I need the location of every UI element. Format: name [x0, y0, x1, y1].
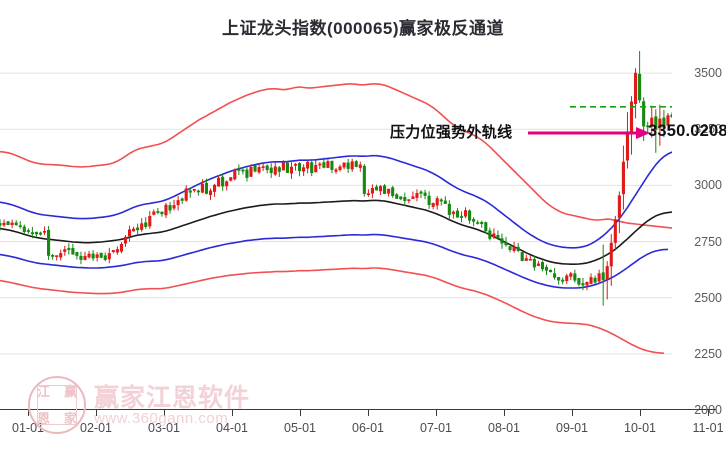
annotation-label: 压力位强势外轨线: [390, 124, 513, 141]
x-tick-mark: [300, 409, 301, 416]
x-tick-label: 09-01: [556, 421, 588, 435]
x-axis-line: [0, 409, 716, 410]
x-tick-mark: [164, 409, 165, 416]
x-tick-label: 08-01: [488, 421, 520, 435]
x-tick-mark: [368, 409, 369, 416]
y-tick-label: 2250: [694, 346, 722, 361]
x-tick-label: 03-01: [148, 421, 180, 435]
x-tick-mark: [96, 409, 97, 416]
x-tick-label: 06-01: [352, 421, 384, 435]
x-tick-mark: [232, 409, 233, 416]
y-axis: 3500 3250 3000 2750 2500 2250 2000: [672, 45, 726, 417]
x-axis: 01-01 02-01 03-01 04-01 05-01 06-01 07-01 08-01…: [0, 409, 726, 450]
y-tick-label: 2750: [694, 234, 722, 249]
y-tick-label: 2500: [694, 290, 722, 305]
channel-bands: [0, 83, 672, 354]
candlestick-series: [0, 51, 672, 306]
annotation-arrow: [528, 127, 650, 139]
page-title: 上证龙头指数(000065)赢家极反通道: [221, 19, 505, 38]
x-tick-mark: [708, 409, 709, 416]
annotation-value: 3350.0208: [648, 122, 726, 140]
x-tick-mark: [640, 409, 641, 416]
x-tick-mark: [572, 409, 573, 416]
plot-area[interactable]: [0, 45, 672, 410]
x-tick-label: 07-01: [420, 421, 452, 435]
x-tick-mark: [28, 409, 29, 416]
x-tick-label: 10-01: [624, 421, 656, 435]
y-tick-label: 3500: [694, 66, 722, 81]
x-tick-label: 05-01: [284, 421, 316, 435]
x-tick-mark: [436, 409, 437, 416]
x-tick-label: 02-01: [80, 421, 112, 435]
x-tick-label: 04-01: [216, 421, 248, 435]
y-tick-label: 3000: [694, 178, 722, 193]
x-tick-mark: [504, 409, 505, 416]
y-tick-label: 3250: [694, 122, 722, 137]
x-tick-label: 01-01: [12, 421, 44, 435]
x-tick-label: 11-01: [692, 421, 724, 435]
chart-canvas: [0, 51, 672, 410]
